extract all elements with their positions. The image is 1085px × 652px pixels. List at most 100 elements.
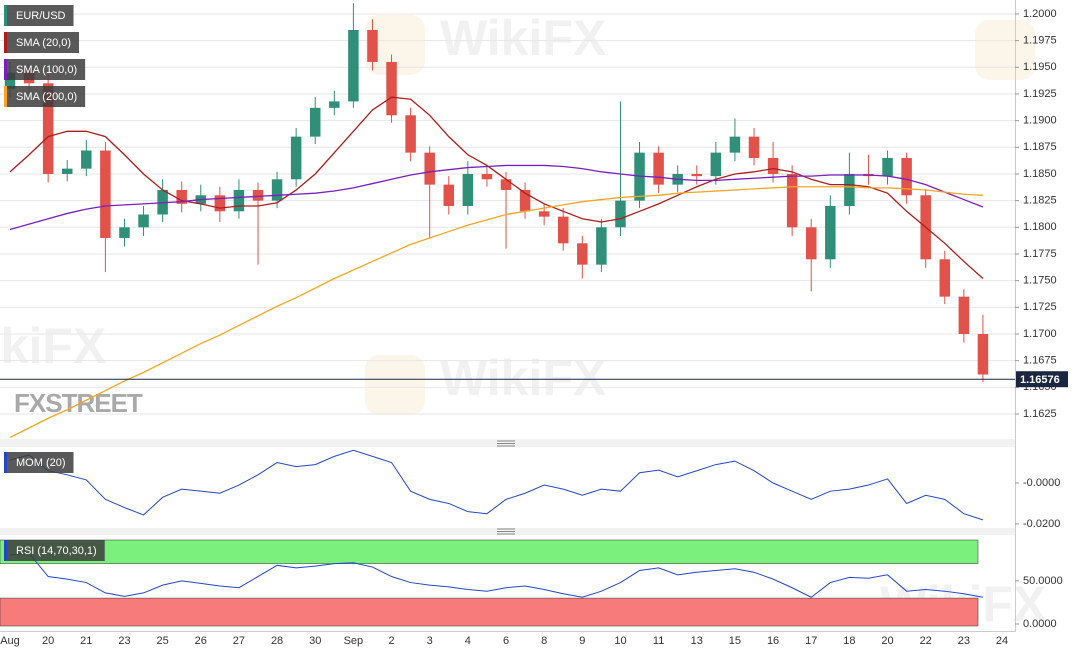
legend-box <box>4 5 74 26</box>
moving-average-line <box>9 186 983 439</box>
legend-item: RSI (14,70,30,1) <box>4 540 105 561</box>
oversold-band <box>0 597 979 627</box>
y-tick-label: -0.0000 <box>1023 477 1060 489</box>
candle-body <box>500 179 512 190</box>
candle-body <box>329 101 340 108</box>
y-tick-label: 50.0000 <box>1023 575 1063 587</box>
candle-body <box>596 227 607 265</box>
candle-body <box>81 150 92 169</box>
legend-text: MOM (20) <box>16 457 66 469</box>
candle-body <box>882 157 893 177</box>
candle-body <box>615 200 626 228</box>
candle-body <box>42 83 54 174</box>
legend-item: SMA (20,0) <box>4 32 80 53</box>
x-tick-label: 20 <box>42 635 54 647</box>
x-tick-label: 25 <box>156 635 168 647</box>
candle-body <box>805 227 817 260</box>
x-tick-label: 8 <box>541 635 547 647</box>
candle-body <box>309 107 321 137</box>
x-tick-label: 15 <box>729 635 741 647</box>
y-tick-label: 1.1975 <box>1023 35 1057 47</box>
candle-body <box>424 152 435 185</box>
x-tick-label: 30 <box>309 635 321 647</box>
y-tick-label: 1.2000 <box>1023 8 1057 20</box>
x-tick-label: 24 <box>996 635 1008 647</box>
legend-box <box>4 540 105 561</box>
x-tick-label: 28 <box>271 635 283 647</box>
candle-body <box>958 296 970 334</box>
y-tick-label: 1.1950 <box>1023 61 1057 73</box>
legend-item: EUR/USD <box>4 5 74 26</box>
candle-body <box>290 136 302 180</box>
y-tick-label: 1.1775 <box>1023 248 1057 260</box>
candle-body <box>939 259 951 297</box>
x-tick-label: 20 <box>881 635 893 647</box>
candle-body <box>977 333 989 375</box>
candle-body <box>901 157 912 196</box>
candle-body <box>844 173 855 206</box>
candle-body <box>214 195 226 212</box>
legend-text: EUR/USD <box>16 10 66 22</box>
x-tick-label: 27 <box>233 635 245 647</box>
watermark: WikiFX <box>440 350 606 406</box>
candle-body <box>252 189 264 201</box>
x-tick-label: 11 <box>653 635 664 647</box>
candle-body <box>348 29 359 102</box>
candle-body <box>577 243 588 265</box>
candle-body <box>367 29 378 62</box>
x-tick-label: 6 <box>503 635 509 647</box>
x-tick-label: 3 <box>427 635 433 647</box>
x-tick-label: 17 <box>805 635 817 647</box>
legend-swatch <box>4 86 7 107</box>
overbought-band <box>0 539 979 564</box>
x-tick-label: 26 <box>195 635 207 647</box>
x-tick-label: 13 <box>691 635 703 647</box>
candle-body <box>710 152 722 177</box>
watermark: WikiFX <box>440 10 606 66</box>
legend-swatch <box>4 452 7 473</box>
candle-body <box>653 152 664 185</box>
candle-body <box>119 227 130 238</box>
x-tick-label: 9 <box>579 635 585 647</box>
y-tick-label: 1.1875 <box>1023 141 1057 153</box>
candle-body <box>443 184 455 206</box>
candle-body <box>271 179 283 201</box>
candle-body <box>767 157 779 174</box>
x-tick-label: 16 <box>767 635 779 647</box>
candle-body <box>386 61 397 116</box>
watermark-icon <box>365 15 425 75</box>
x-tick-label: Sep <box>344 635 364 647</box>
candle-body <box>138 214 149 228</box>
watermark-icon <box>975 20 1035 80</box>
y-tick-label: 1.1625 <box>1023 408 1057 420</box>
legend-swatch <box>4 59 7 80</box>
candle-body <box>825 205 836 260</box>
candle-body <box>61 168 73 174</box>
candle-body <box>519 189 531 212</box>
candle-body <box>462 173 474 206</box>
legend-text: SMA (100,0) <box>16 64 77 76</box>
x-tick-label: 2 <box>388 635 394 647</box>
watermark: WikiFX <box>0 318 106 374</box>
watermark-icon <box>365 355 425 415</box>
x-tick-label: 23 <box>118 635 130 647</box>
price-tag-box <box>1016 371 1068 388</box>
candle-body <box>176 189 187 204</box>
y-tick-label: 1.1800 <box>1023 221 1057 233</box>
y-tick-label: -0.0200 <box>1023 518 1060 530</box>
candle-body <box>100 150 111 238</box>
moving-average-line <box>9 96 984 279</box>
legend-box <box>4 86 86 107</box>
legend-box <box>4 452 74 473</box>
x-tick-label: 10 <box>614 635 626 647</box>
x-tick-label: 18 <box>843 635 855 647</box>
legend-item: MOM (20) <box>4 452 74 473</box>
indicator-line <box>9 449 984 521</box>
legend-box <box>4 32 80 53</box>
legend-text: SMA (200,0) <box>16 91 77 103</box>
y-tick-label: 1.1900 <box>1023 115 1057 127</box>
legend-item: SMA (100,0) <box>4 59 86 80</box>
price-tag: 1.16576 <box>1020 374 1060 386</box>
legend-swatch <box>4 540 7 561</box>
y-tick-label: 1.1750 <box>1023 275 1057 287</box>
